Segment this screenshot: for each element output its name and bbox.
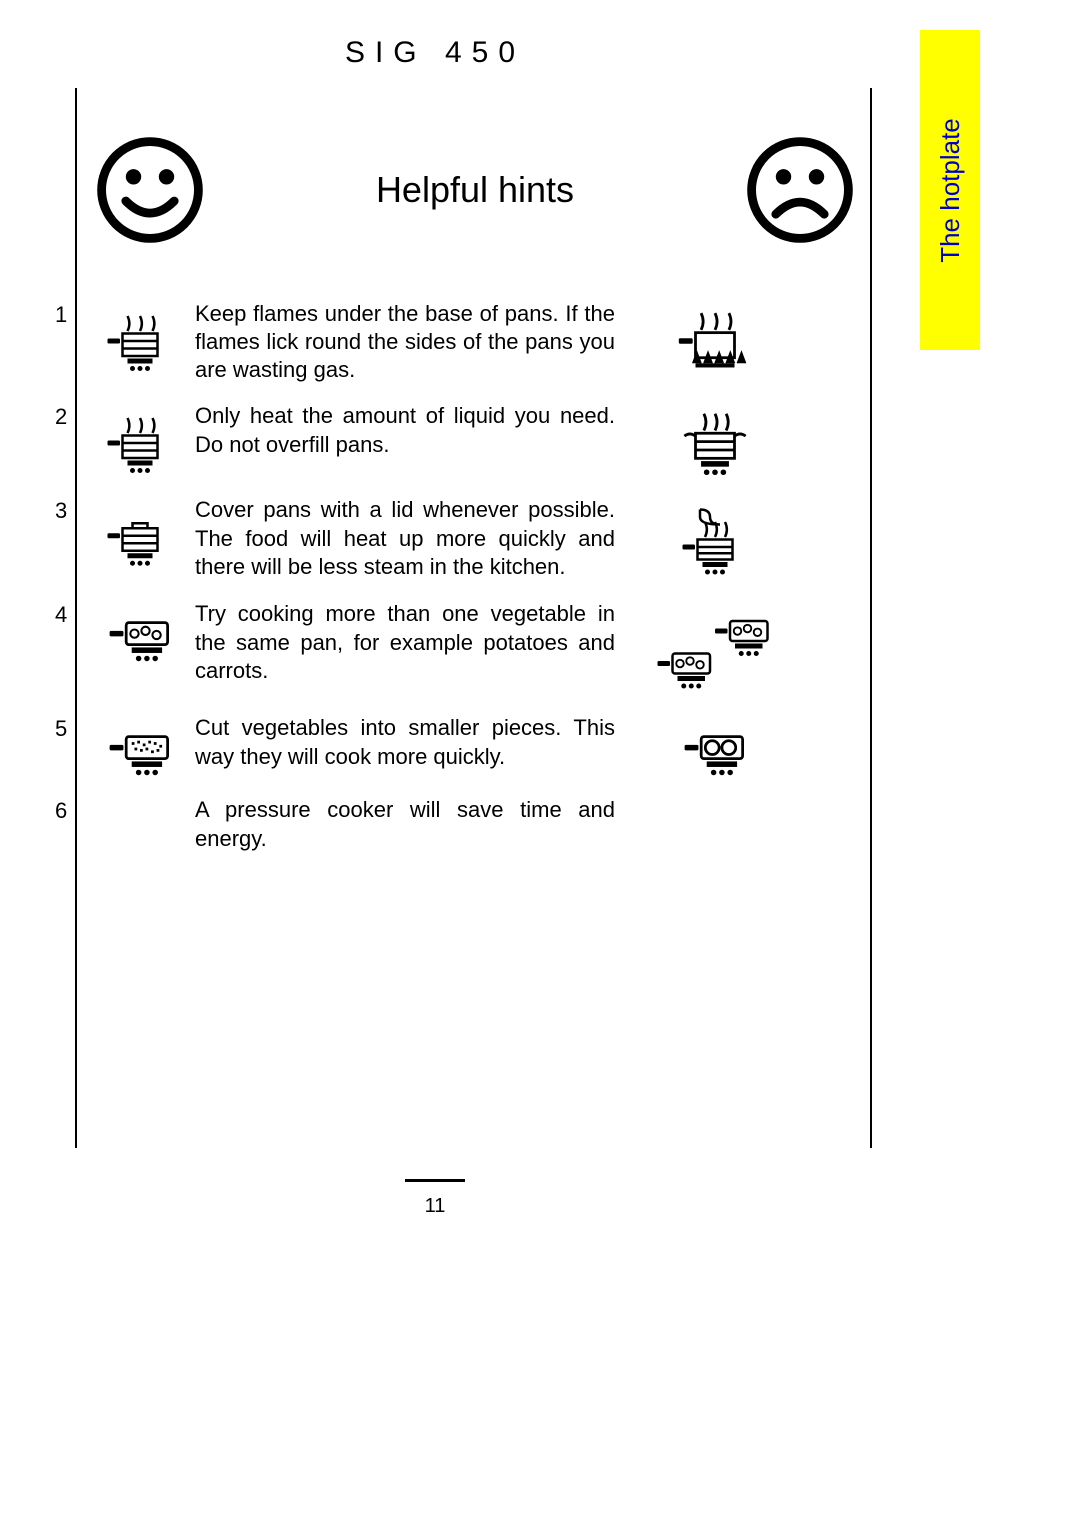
sad-face-icon bbox=[745, 135, 855, 245]
hint-row: 1 Keep flames under the base of pans. If… bbox=[55, 300, 855, 384]
hint-number: 2 bbox=[55, 402, 85, 430]
hint-text: Only heat the amount of liquid you need.… bbox=[195, 402, 615, 458]
pan-big-pieces-icon bbox=[615, 714, 815, 778]
hint-number: 3 bbox=[55, 496, 85, 524]
hint-number: 1 bbox=[55, 300, 85, 328]
pot-bad-flame-icon bbox=[615, 300, 815, 376]
hint-text: A pressure cooker will save time and ene… bbox=[195, 796, 615, 852]
pot-fill-ok-icon bbox=[85, 402, 195, 478]
empty-icon-slot bbox=[85, 796, 195, 802]
pot-good-flame-icon bbox=[85, 300, 195, 376]
hint-row: 3 Cover pans with a lid whenever possibl… bbox=[55, 496, 855, 582]
pot-lid-icon bbox=[85, 496, 195, 572]
empty-icon-slot bbox=[615, 796, 815, 802]
hints-list: 1 Keep flames under the base of pans. If… bbox=[55, 300, 855, 871]
right-divider bbox=[870, 88, 872, 1148]
heading-text: Helpful hints bbox=[205, 169, 745, 211]
smiley-face-icon bbox=[95, 135, 205, 245]
hint-row: 4 Try cooking more than one vegetable in… bbox=[55, 600, 855, 696]
pot-overflow-icon bbox=[615, 402, 815, 478]
page-number: 11 bbox=[425, 1195, 446, 1217]
heading-row: Helpful hints bbox=[95, 135, 855, 245]
page: SIG 450 The hotplate Helpful hints bbox=[0, 0, 1080, 1528]
two-pans-icon bbox=[615, 600, 815, 696]
document-title: SIG 450 bbox=[0, 36, 870, 70]
hint-number: 6 bbox=[55, 796, 85, 824]
hint-number: 5 bbox=[55, 714, 85, 742]
section-tab-label: The hotplate bbox=[935, 118, 966, 263]
hint-text: Keep flames under the base of pans. If t… bbox=[195, 300, 615, 384]
hint-row: 2 Only heat the amount of liquid you nee… bbox=[55, 402, 855, 478]
page-number-block: 11 bbox=[0, 1177, 870, 1218]
pan-small-pieces-icon bbox=[85, 714, 195, 778]
hint-row: 5 Cut vegetables into smaller pieces. Th… bbox=[55, 714, 855, 778]
hint-text: Cut vegetables into smaller pieces. This… bbox=[195, 714, 615, 770]
hint-number: 4 bbox=[55, 600, 85, 628]
section-tab: The hotplate bbox=[920, 30, 980, 350]
hint-row: 6 A pressure cooker will save time and e… bbox=[55, 796, 855, 852]
hint-text: Try cooking more than one vegetable in t… bbox=[195, 600, 615, 684]
hint-text: Cover pans with a lid whenever possible.… bbox=[195, 496, 615, 580]
pan-mixed-veg-icon bbox=[85, 600, 195, 664]
pot-steam-icon bbox=[615, 496, 815, 582]
